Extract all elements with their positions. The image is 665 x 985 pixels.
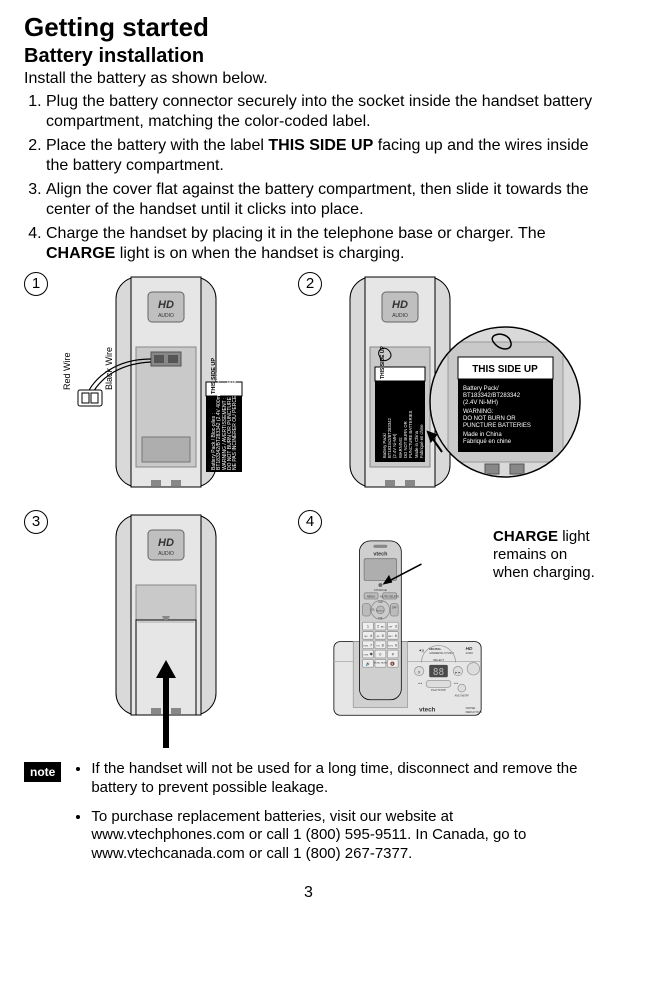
- svg-text:0: 0: [379, 652, 381, 657]
- svg-text:X: X: [418, 669, 421, 674]
- svg-text:NOISE: NOISE: [466, 706, 476, 710]
- svg-text:►►: ►►: [454, 682, 459, 685]
- svg-text:CID: CID: [378, 601, 382, 604]
- svg-text:►►: ►►: [455, 670, 461, 674]
- svg-text:HD: HD: [466, 646, 473, 651]
- svg-text:HD: HD: [392, 299, 408, 311]
- svg-text:THIS SIDE UP: THIS SIDE UP: [380, 346, 386, 379]
- svg-text:88: 88: [433, 667, 444, 678]
- svg-text:ABC: ABC: [381, 626, 386, 629]
- svg-text:REDIAL PAUSE: REDIAL PAUSE: [374, 661, 388, 664]
- svg-text:●)): ●)): [419, 648, 425, 653]
- figure-number-3: 3: [24, 510, 48, 534]
- svg-text:MNO: MNO: [388, 636, 393, 638]
- svg-text:TONE: TONE: [363, 655, 369, 657]
- svg-text:GHI: GHI: [364, 636, 368, 638]
- svg-text:9: 9: [395, 642, 397, 647]
- svg-text:DIGITAL: DIGITAL: [429, 647, 441, 651]
- figure-2: 2 HD AUDIO THIS SIDE UP Battery: [298, 272, 603, 492]
- svg-text:AUDIO: AUDIO: [158, 551, 174, 557]
- svg-text:SELECT: SELECT: [376, 610, 385, 612]
- svg-text:3: 3: [395, 624, 397, 629]
- svg-text:vtech: vtech: [419, 706, 435, 713]
- svg-text:ANSWERING SYSTEM: ANSWERING SYSTEM: [429, 652, 453, 655]
- svg-text:VOL: VOL: [370, 610, 375, 612]
- svg-text:DIR: DIR: [378, 618, 382, 620]
- svg-text:MUTE DELETE: MUTE DELETE: [380, 594, 399, 598]
- intro-text: Install the battery as shown below.: [24, 70, 593, 88]
- svg-text:AUDIO: AUDIO: [392, 313, 408, 319]
- note-badge: note: [24, 762, 61, 782]
- steps-list: Plug the battery connector securely into…: [24, 92, 593, 264]
- page-title: Getting started: [24, 12, 593, 43]
- note-item: If the handset will not be used for a lo…: [91, 760, 593, 798]
- figure-4: 4 vtech: [298, 510, 603, 750]
- notes-list: If the handset will not be used for a lo…: [73, 760, 593, 874]
- figure-number-2: 2: [298, 272, 322, 296]
- svg-text:OFF: OFF: [392, 606, 397, 609]
- note-item: To purchase replacement batteries, visit…: [91, 808, 593, 864]
- svg-text:5: 5: [382, 633, 384, 638]
- svg-text:THIS SIDE UP: THIS SIDE UP: [472, 364, 538, 375]
- svg-text:AUDIO: AUDIO: [158, 313, 174, 319]
- svg-text:/SELECT: /SELECT: [433, 658, 445, 662]
- svg-text:JKL: JKL: [376, 636, 379, 638]
- svg-text:ANS ON/OFF: ANS ON/OFF: [455, 695, 470, 698]
- svg-text:🔇: 🔇: [390, 661, 395, 666]
- section-title: Battery installation: [24, 45, 593, 68]
- svg-text:HD: HD: [158, 299, 174, 311]
- svg-text:6: 6: [395, 633, 397, 638]
- figure-1: 1 HD AUDIO: [24, 272, 286, 492]
- svg-text:2: 2: [377, 624, 379, 629]
- svg-text:7: 7: [370, 642, 372, 647]
- figure-4-illustration: vtech CHARGE MENU MUTE DELETE CID DIR: [330, 510, 485, 750]
- figure-3: 3 HD AUDIO: [24, 510, 286, 750]
- step-4: Charge the handset by placing it in the …: [46, 224, 593, 264]
- step-3: Align the cover flat against the battery…: [46, 180, 593, 220]
- figure-3-illustration: HD AUDIO: [56, 510, 286, 750]
- svg-text:8: 8: [382, 642, 384, 647]
- svg-text:MENU: MENU: [367, 594, 375, 598]
- svg-text:HD: HD: [158, 537, 174, 549]
- svg-text:Black Wire: Black Wire: [104, 347, 114, 390]
- svg-text:PQRS: PQRS: [363, 645, 369, 647]
- page-number: 3: [24, 884, 593, 902]
- svg-text:🔊: 🔊: [366, 661, 371, 666]
- figure-number-1: 1: [24, 272, 48, 296]
- svg-text:AUDIO: AUDIO: [466, 652, 474, 655]
- svg-text:THIS SIDE UP: THIS SIDE UP: [211, 358, 217, 394]
- svg-text:REDUCTION: REDUCTION: [466, 710, 482, 714]
- figure-2-illustration: HD AUDIO THIS SIDE UP Battery Pack/ BT18…: [330, 272, 590, 492]
- svg-text:1: 1: [367, 624, 369, 629]
- figure-1-illustration: HD AUDIO Red W: [56, 272, 286, 492]
- charge-callout: CHARGE light remains on when charging.: [493, 528, 603, 582]
- svg-text:◄◄: ◄◄: [418, 682, 423, 685]
- figure-number-4: 4: [298, 510, 322, 534]
- svg-text:Red Wire: Red Wire: [62, 352, 72, 390]
- svg-text:vtech: vtech: [373, 552, 387, 558]
- svg-text:CHARGE: CHARGE: [374, 588, 387, 592]
- step-2: Place the battery with the label THIS SI…: [46, 136, 593, 176]
- step-1: Plug the battery connector securely into…: [46, 92, 593, 132]
- svg-text:PLAY/STOP: PLAY/STOP: [431, 688, 446, 692]
